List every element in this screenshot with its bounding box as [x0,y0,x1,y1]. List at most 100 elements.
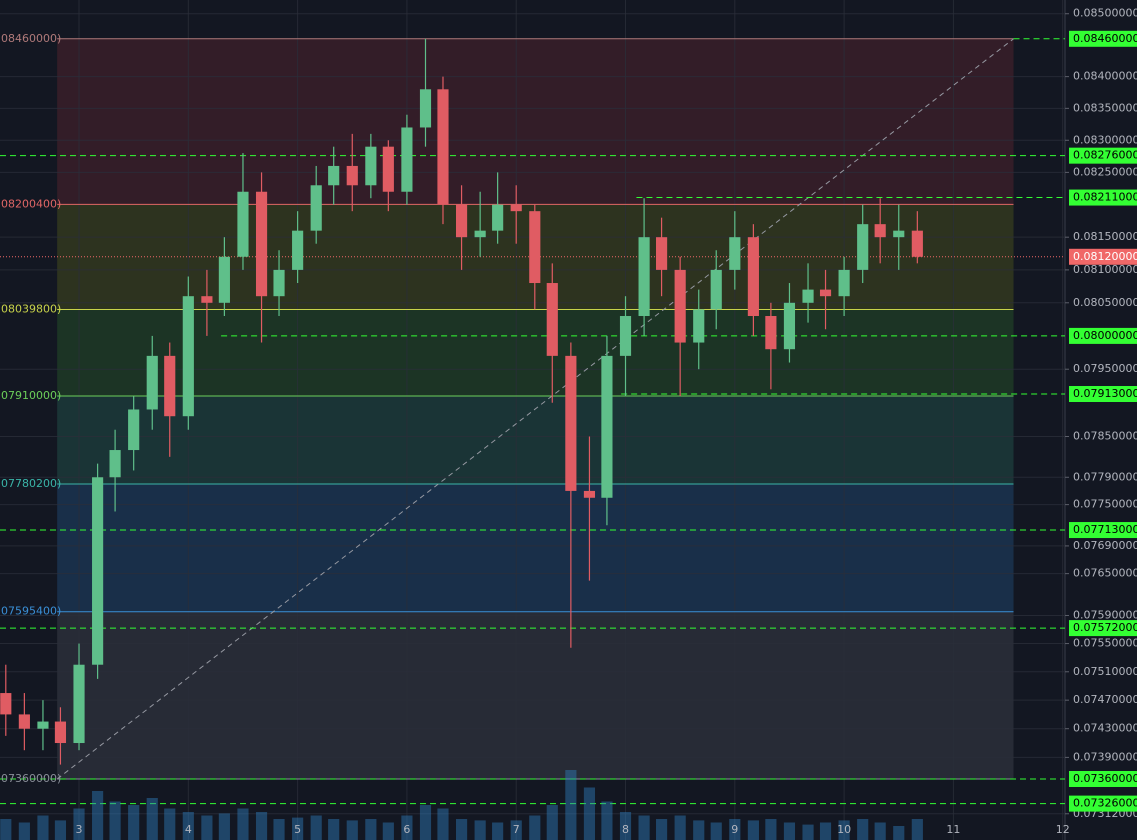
volume-bar [92,791,104,840]
volume-bar [911,819,923,840]
fib-zone [57,309,1014,397]
volume-bar [0,819,12,840]
fib-zone [57,38,1014,205]
volume-bar [292,817,304,840]
volume-bar [401,815,413,840]
price-label: 0.07360000 [1073,772,1137,785]
candle-body [693,309,705,343]
volume-bar [474,820,486,840]
x-tick-label: 10 [837,823,851,836]
candle-body [565,355,577,491]
candle-body [838,269,850,297]
price-label: 0.08460000 [1073,32,1137,45]
y-tick-label: 0.07550000 [1073,637,1137,650]
volume-bar [273,819,285,840]
x-tick-label: 8 [622,823,629,836]
y-tick-label: 0.07430000 [1073,722,1137,735]
candle-body [128,409,140,451]
y-tick-label: 0.08150000 [1073,230,1137,243]
volume-bar [529,815,541,840]
y-tick-label: 0.07590000 [1073,608,1137,621]
fib-zone [57,483,1014,612]
candle-body [419,89,432,128]
x-tick-label: 4 [185,823,192,836]
volume-bar [109,801,121,840]
price-label: 0.07713000 [1073,523,1137,536]
candle-body [874,224,886,238]
candle-body [819,289,832,297]
candle-body [255,191,268,297]
x-tick-label: 7 [513,823,520,836]
candle-body [765,316,777,350]
fib-label: 08200400) [1,197,61,210]
trend-line [56,38,1014,780]
y-tick-label: 0.07950000 [1073,362,1137,375]
price-label-box [1069,795,1137,812]
volume-bar [656,819,668,840]
volume-bar [893,826,905,840]
volume-bar [328,819,340,840]
price-label: 0.08211000 [1073,191,1137,204]
price-label-box [1069,771,1137,788]
candle-body [619,316,632,356]
plot-area [0,0,1065,840]
y-tick-label: 0.08400000 [1073,70,1137,83]
candle-body [729,237,741,270]
volume-bar [382,822,394,840]
candle-body [601,355,613,498]
candle-body [328,165,340,186]
fib-label: 07780200) [1,477,61,490]
candle-body [437,89,449,205]
price-axis-panel [1065,0,1137,840]
volume-bar [182,812,194,840]
candle-body [310,185,322,231]
x-tick-label: 12 [1056,823,1070,836]
candle-body [893,230,905,238]
volume-bar [437,808,449,840]
volume-bar [164,808,176,840]
volume-bar [638,815,650,840]
y-tick-label: 0.08500000 [1073,7,1137,20]
candle-body [382,146,394,192]
volume-bar [201,815,213,840]
x-tick-label: 6 [403,823,410,836]
candle-body [18,714,30,729]
candle-body [546,283,558,356]
volume-bar [146,798,158,840]
volume-bar [819,822,832,840]
fib-label: 07910000) [1,389,61,402]
volume-bar [18,822,30,840]
fib-label: 07595400) [1,605,61,618]
axis-layer: 3 4 5 6 7 8 9 10 11 12 0.08500000 0.08400000 0.08350… [1,7,1137,836]
y-tick-label: 0.08300000 [1073,133,1137,146]
candle-body [237,191,249,257]
y-tick-label: 0.08100000 [1073,263,1137,276]
volume-bar [565,770,577,840]
y-tick-label: 0.07470000 [1073,693,1137,706]
y-tick-label: 0.07750000 [1073,498,1137,511]
candle-body [37,721,49,729]
candle-body [164,355,176,417]
volume-bar [237,808,249,840]
price-label-box [1069,189,1137,206]
candle-body [201,296,213,303]
x-tick-label: 3 [76,823,83,836]
last-price-label: 0.08120000 [1073,250,1137,263]
fib-label: 08039800) [1,303,61,316]
volume-bar [583,787,596,840]
volume-bar [710,822,722,840]
volume-bar [546,805,558,840]
volume-bar [54,820,67,840]
price-label-box [1069,147,1137,164]
candle-body [146,355,158,410]
y-tick-label: 0.08350000 [1073,101,1137,114]
volume-bar [73,808,85,840]
candle-body [656,237,668,270]
candle-body [911,230,923,257]
fib-zone [57,611,1014,780]
y-tick-label: 0.07650000 [1073,567,1137,580]
price-label: 0.07572000 [1073,621,1137,634]
candle-body [54,721,67,744]
volume-bar [492,822,504,840]
candle-body [92,477,104,665]
